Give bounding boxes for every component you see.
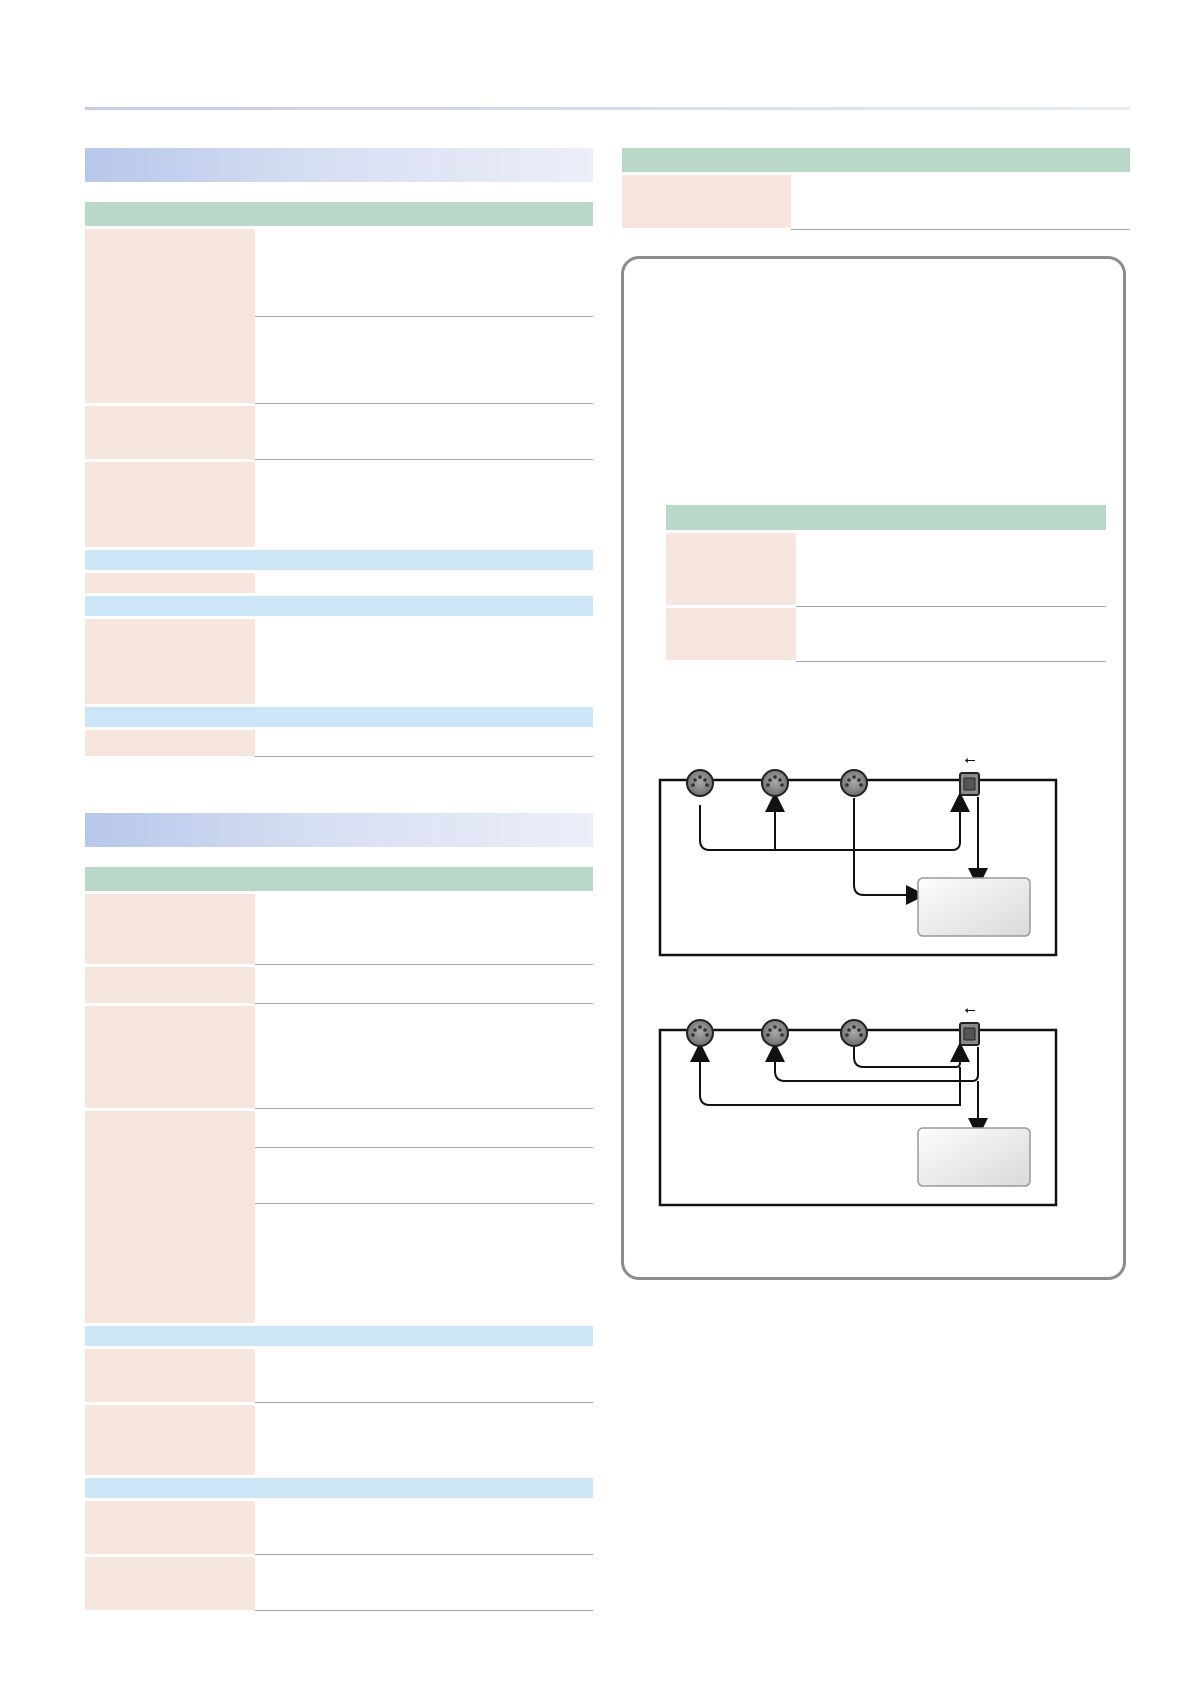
table-2-label-cell — [85, 1501, 255, 1554]
inner-table-header — [666, 505, 1106, 530]
table-2-header — [85, 867, 593, 891]
inner-table-label-cell — [666, 608, 796, 660]
row-divider — [796, 606, 1106, 607]
top-rule — [85, 107, 1130, 110]
midi-routing-diagram-1: ⭠ — [658, 752, 1058, 957]
table-1-label-cell — [85, 619, 255, 704]
usb-port-icon — [959, 1022, 980, 1046]
row-divider — [255, 1203, 593, 1204]
section-2-header — [85, 813, 593, 847]
midi-jack-icon — [686, 1019, 714, 1047]
row-divider — [255, 964, 593, 965]
row-divider — [255, 756, 593, 757]
row-divider — [255, 459, 593, 460]
usb-port-icon — [959, 772, 980, 796]
table-1-label-cell — [85, 462, 255, 547]
midi-jack-icon — [761, 769, 789, 797]
midi-jack-icon — [840, 1019, 868, 1047]
row-divider — [255, 316, 593, 317]
processor-block — [917, 877, 1031, 937]
midi-jack-icon — [840, 769, 868, 797]
inner-table-label-cell — [666, 533, 796, 605]
row-divider — [791, 229, 1130, 230]
table-2-label-cell — [85, 967, 255, 1003]
table-1-subheader — [85, 550, 593, 570]
midi-jack-icon — [761, 1019, 789, 1047]
table-1-label-cell — [85, 229, 255, 403]
table-3-header — [622, 148, 1130, 172]
table-1-label-cell — [85, 406, 255, 459]
table-1-label-cell — [85, 730, 255, 756]
table-2-label-cell — [85, 1006, 255, 1108]
midi-routing-diagram-2: ⭠ — [658, 1002, 1058, 1207]
usb-symbol-icon: ⭠ — [964, 1002, 975, 1018]
table-1-header — [85, 202, 593, 226]
row-divider — [255, 1610, 593, 1611]
table-2-label-cell — [85, 894, 255, 964]
usb-symbol-icon: ⭠ — [964, 752, 975, 768]
table-3-label-cell — [622, 175, 791, 228]
table-2-label-cell — [85, 1111, 255, 1323]
row-divider — [255, 403, 593, 404]
table-1-subheader — [85, 596, 593, 616]
row-divider — [255, 1003, 593, 1004]
row-divider — [255, 1402, 593, 1403]
processor-block — [917, 1127, 1031, 1187]
table-2-label-cell — [85, 1349, 255, 1402]
table-2-label-cell — [85, 1405, 255, 1475]
table-2-label-cell — [85, 1557, 255, 1610]
section-1-header — [85, 148, 593, 182]
row-divider — [255, 1147, 593, 1148]
table-2-subheader — [85, 1326, 593, 1346]
table-1-label-cell — [85, 573, 255, 593]
row-divider — [255, 1554, 593, 1555]
note-box — [621, 256, 1126, 1280]
row-divider — [796, 661, 1106, 662]
row-divider — [255, 1108, 593, 1109]
table-2-subheader — [85, 1478, 593, 1498]
midi-jack-icon — [686, 769, 714, 797]
table-1-subheader — [85, 707, 593, 727]
